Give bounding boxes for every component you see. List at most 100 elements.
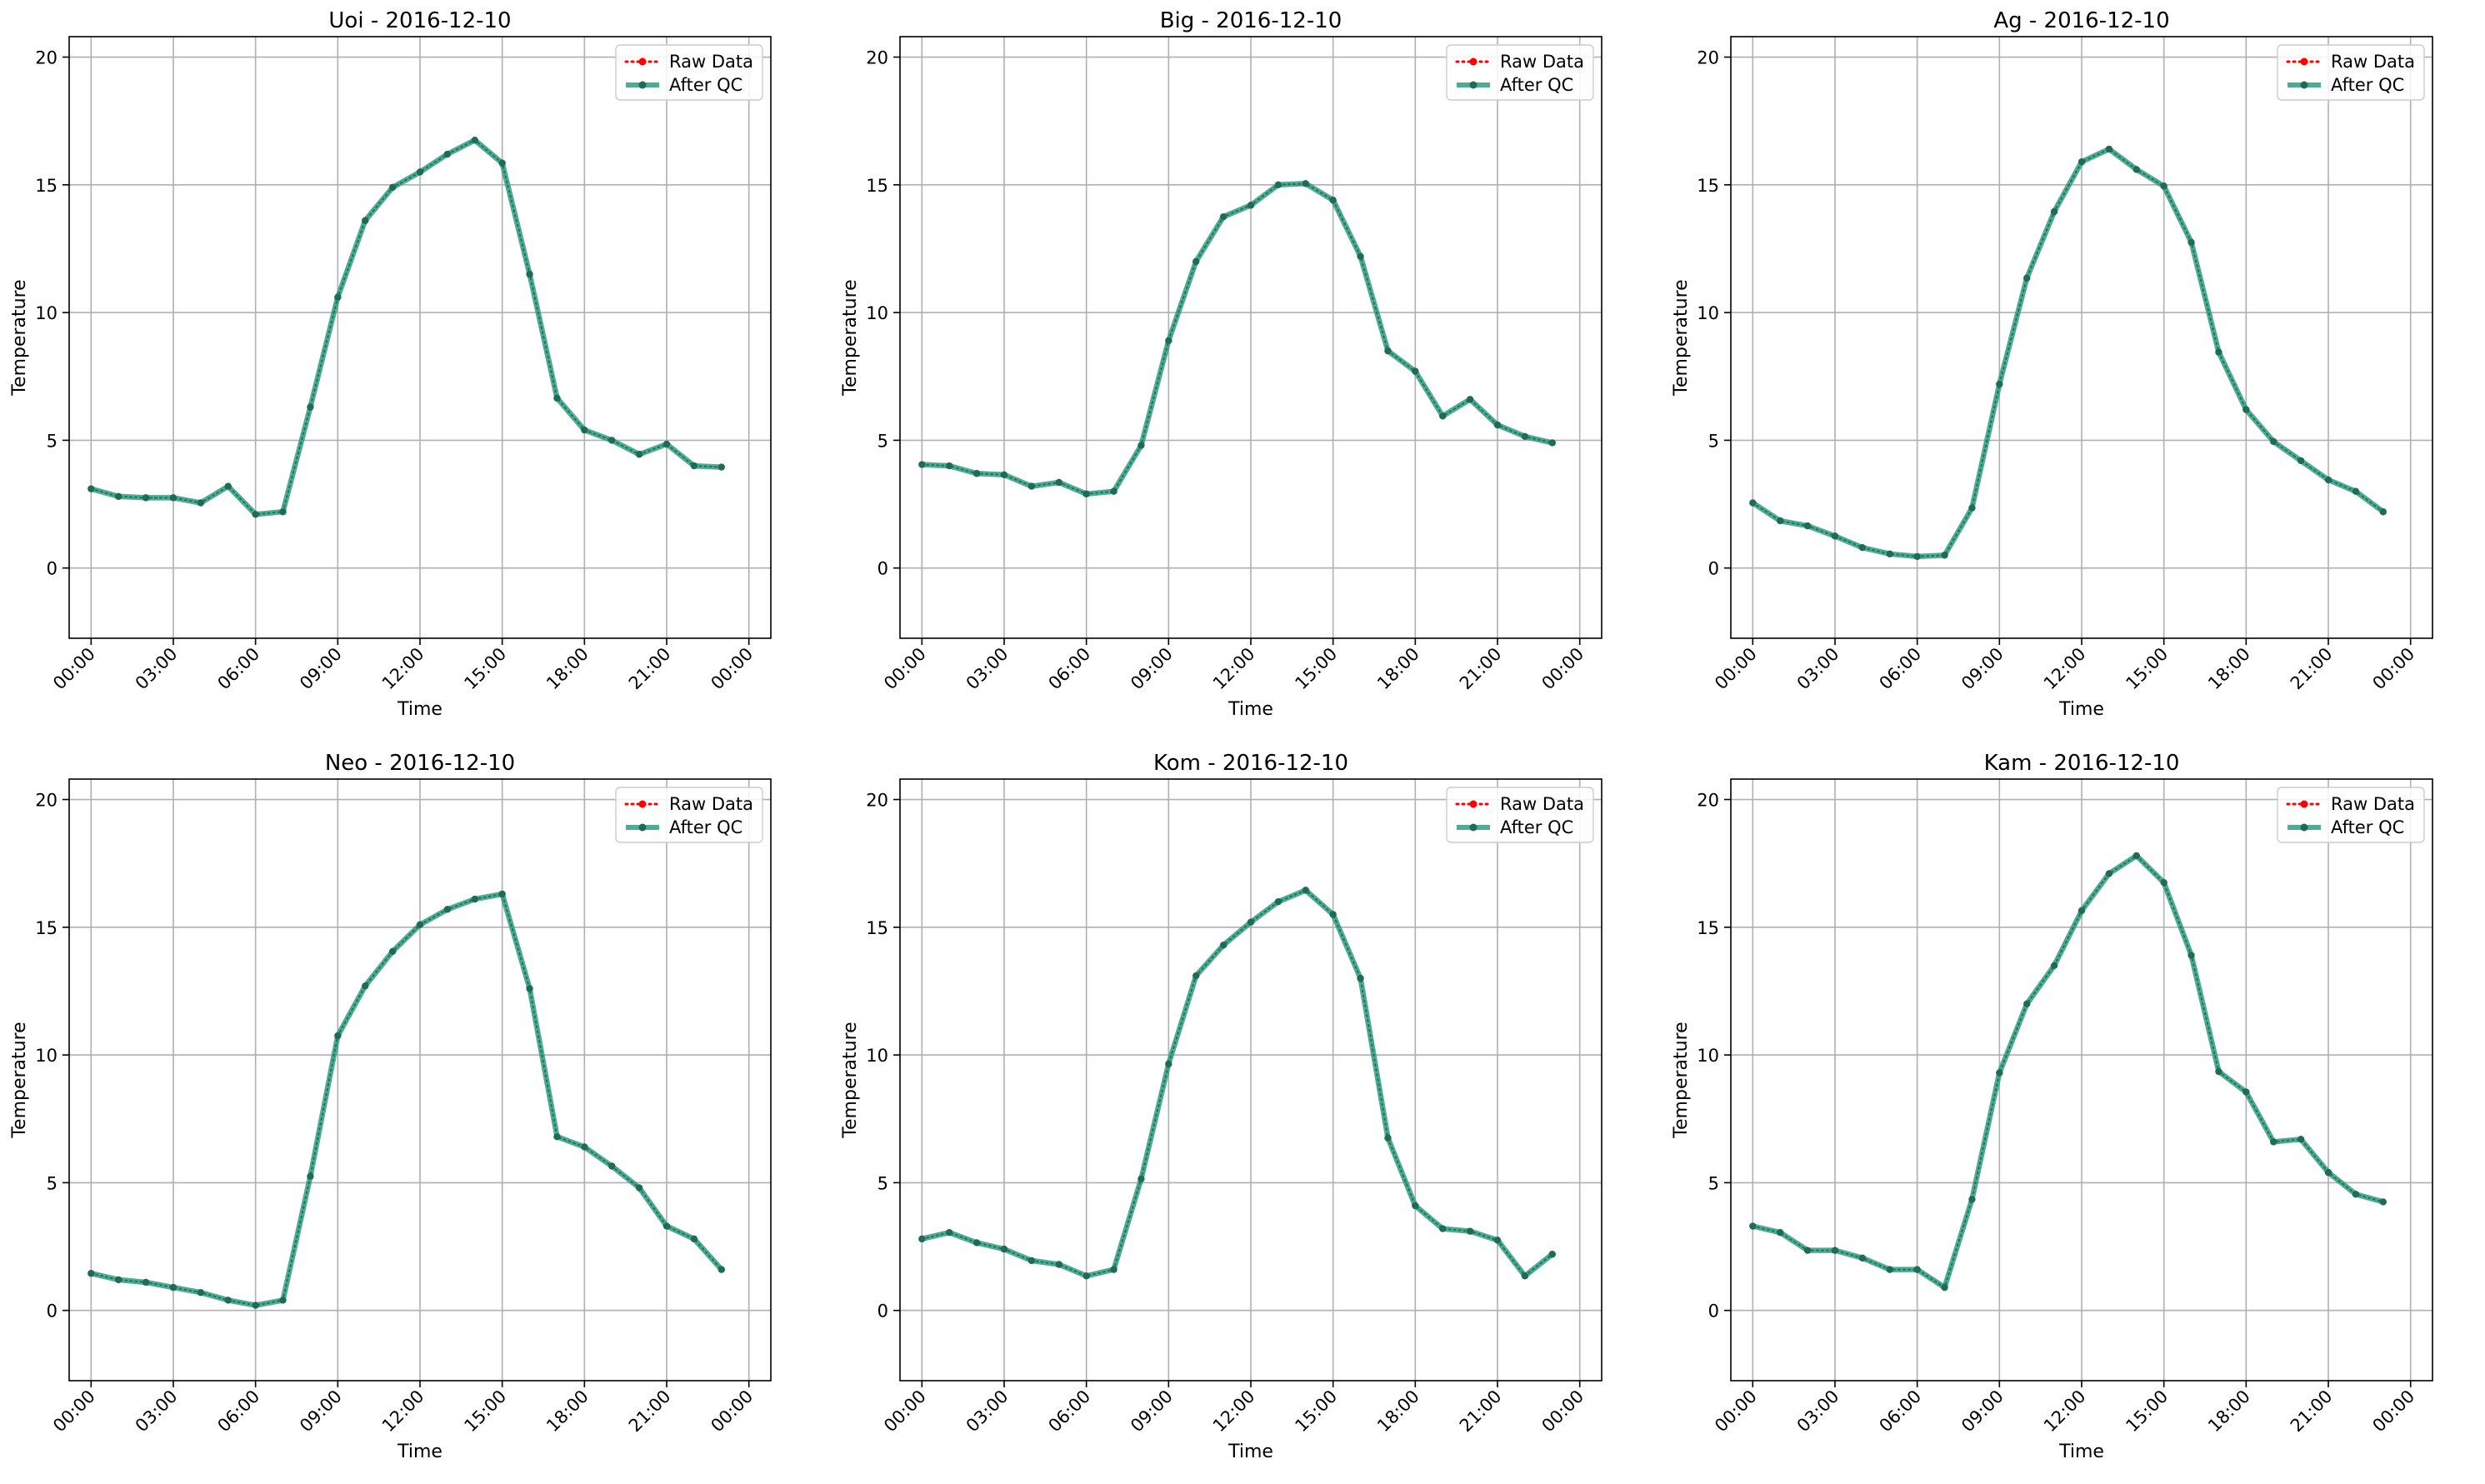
x-tick-label: 03:00 <box>1793 644 1843 694</box>
x-tick-label: 21:00 <box>1456 1387 1506 1437</box>
data-point <box>2379 1198 2387 1206</box>
data-point <box>471 136 478 144</box>
data-point <box>690 1235 698 1243</box>
legend-marker-after-qc <box>2300 823 2308 832</box>
legend-label-raw-data: Raw Data <box>2331 52 2415 72</box>
data-point <box>1247 918 1255 926</box>
y-tick-label: 15 <box>35 176 58 196</box>
data-point <box>946 1228 953 1237</box>
data-point <box>2050 962 2058 970</box>
legend: Raw Data After QC <box>1446 787 1594 843</box>
data-point <box>1165 1060 1172 1068</box>
x-tick-label: 18:00 <box>1373 1387 1423 1437</box>
data-point <box>1548 1251 1556 1258</box>
x-axis-label: Time <box>1228 1442 1273 1462</box>
legend-marker-after-qc <box>638 823 647 832</box>
data-point <box>1777 1228 1784 1237</box>
y-tick-label: 0 <box>47 1302 58 1322</box>
y-tick-label: 20 <box>35 791 58 811</box>
legend-label-raw-data: Raw Data <box>2331 794 2415 814</box>
data-point <box>2160 878 2168 887</box>
data-point <box>1886 550 1893 558</box>
data-point <box>279 1297 287 1304</box>
chart-panel-5: 00:00 03:00 06:00 09:00 12:00 15:00 18:00 21:00… <box>1671 751 2433 1462</box>
legend-marker-raw-data <box>638 57 647 66</box>
plot-frame <box>68 36 772 639</box>
data-point <box>252 1302 259 1309</box>
data-point <box>443 150 452 158</box>
data-point <box>416 921 424 928</box>
data-point <box>2132 166 2140 173</box>
data-point <box>443 906 452 913</box>
data-point <box>197 499 205 507</box>
x-tick-label: 12:00 <box>378 1387 428 1437</box>
x-tick-label: 00:00 <box>1538 644 1588 694</box>
x-tick-label: 15:00 <box>2122 1387 2172 1437</box>
data-point <box>2379 508 2387 516</box>
y-tick-label: 15 <box>35 918 58 938</box>
data-point <box>635 1184 643 1192</box>
data-point <box>2352 487 2360 495</box>
data-point <box>1274 181 1282 189</box>
data-point <box>416 168 424 176</box>
data-point <box>2050 207 2058 216</box>
x-axis-label: Time <box>397 1442 442 1462</box>
data-point <box>1749 499 1757 507</box>
data-point <box>1357 974 1364 982</box>
data-point <box>2078 158 2086 166</box>
y-tick-label: 5 <box>47 431 58 451</box>
legend-marker-after-qc <box>1469 823 1478 832</box>
data-point <box>1110 487 1118 495</box>
legend-marker-raw-data <box>2300 57 2308 66</box>
chart-title: Neo - 2016-12-10 <box>325 751 515 776</box>
legend-label-raw-data: Raw Data <box>1500 794 1584 814</box>
chart-panel-1: 00:00 03:00 06:00 09:00 12:00 15:00 18:00 21:00… <box>840 8 1602 720</box>
y-tick-label: 5 <box>1708 1173 1719 1193</box>
y-tick-label: 0 <box>47 559 58 579</box>
data-point <box>279 508 287 516</box>
legend-label-after-qc: After QC <box>669 75 742 95</box>
x-tick-label: 00:00 <box>1711 644 1761 694</box>
data-point <box>1439 412 1447 420</box>
x-tick-label: 00:00 <box>2368 1387 2418 1437</box>
data-point <box>718 1266 725 1273</box>
plot-frame <box>1730 36 2433 639</box>
data-point <box>169 1283 178 1292</box>
y-tick-label: 15 <box>1697 918 1719 938</box>
data-point <box>498 159 506 167</box>
x-axis-label: Time <box>2058 699 2104 720</box>
data-point <box>1165 337 1172 345</box>
data-point <box>224 1297 232 1304</box>
data-point <box>2270 1138 2278 1146</box>
data-point <box>1082 1272 1090 1280</box>
x-tick-label: 21:00 <box>2287 1387 2337 1437</box>
x-tick-label: 21:00 <box>2287 644 2337 694</box>
data-point <box>2105 870 2113 877</box>
y-tick-label: 0 <box>878 1302 888 1322</box>
x-tick-label: 09:00 <box>296 1387 346 1437</box>
data-point <box>1996 1069 2003 1077</box>
data-point <box>608 437 616 444</box>
data-point <box>2188 952 2195 959</box>
legend-marker-after-qc <box>2300 81 2308 89</box>
data-point <box>2078 907 2086 915</box>
y-tick-label: 15 <box>866 918 888 938</box>
y-axis-label: Temperature <box>1671 279 1692 396</box>
series-line-raw-data <box>90 139 722 516</box>
x-tick-label: 18:00 <box>1373 644 1423 694</box>
x-tick-label: 15:00 <box>460 644 510 694</box>
legend: Raw Data After QC <box>2277 44 2425 101</box>
data-point <box>1913 552 1921 561</box>
data-point <box>1329 197 1337 204</box>
data-point <box>2297 457 2305 465</box>
data-point <box>1493 421 1502 429</box>
data-point <box>2132 852 2140 860</box>
data-point <box>1138 1175 1145 1183</box>
chart-panel-4: 00:00 03:00 06:00 09:00 12:00 15:00 18:00 21:00… <box>840 751 1602 1462</box>
chart-panel-2: 00:00 03:00 06:00 09:00 12:00 15:00 18:00 21:00… <box>1671 8 2433 720</box>
x-tick-label: 06:00 <box>1875 644 1925 694</box>
x-tick-label: 06:00 <box>1044 1387 1094 1437</box>
chart-title: Ag - 2016-12-10 <box>1993 8 2169 33</box>
data-point <box>1941 552 1948 559</box>
x-tick-label: 00:00 <box>49 644 99 694</box>
